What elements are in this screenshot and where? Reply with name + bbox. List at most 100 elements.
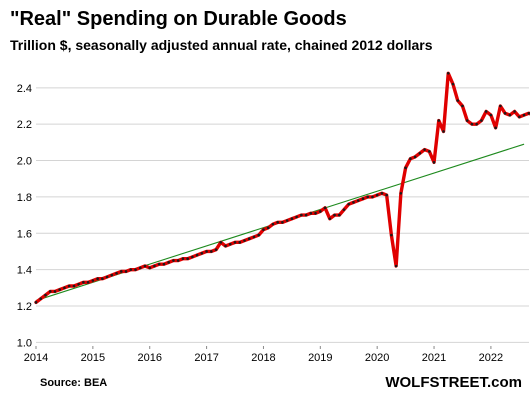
data-point: [148, 266, 152, 270]
x-tick-label: 2021: [422, 352, 446, 364]
data-point: [138, 266, 142, 270]
x-tick-label: 2018: [251, 352, 275, 364]
chart-title: "Real" Spending on Durable Goods: [10, 8, 347, 30]
y-tick-label: 1.4: [17, 265, 32, 277]
data-point: [210, 250, 213, 253]
data-point: [105, 275, 109, 279]
data-point: [347, 202, 351, 206]
data-point: [394, 264, 398, 268]
y-tick-label: 2.4: [17, 83, 32, 95]
data-point: [77, 282, 80, 286]
data-point: [96, 277, 99, 281]
data-point: [428, 150, 431, 153]
y-tick-label: 1.6: [17, 228, 32, 240]
data-point: [399, 191, 403, 195]
data-point: [172, 259, 175, 262]
data-point: [432, 161, 436, 164]
data-point: [153, 264, 156, 268]
data-point: [285, 219, 289, 222]
y-tick-label: 1.2: [17, 301, 32, 313]
data-point: [143, 264, 147, 268]
data-point: [271, 222, 275, 226]
data-point: [238, 241, 242, 244]
data-point: [385, 193, 388, 197]
data-point: [465, 119, 469, 122]
data-point: [361, 197, 365, 201]
data-point: [522, 113, 526, 117]
data-point: [262, 228, 265, 231]
data-point: [314, 211, 317, 215]
data-point: [513, 110, 516, 113]
data-point: [233, 241, 237, 244]
data-point: [337, 213, 341, 217]
data-point: [295, 215, 298, 219]
data-point: [418, 151, 422, 155]
data-point: [323, 206, 327, 210]
data-point: [44, 293, 47, 297]
data-point: [119, 270, 123, 273]
data-point: [224, 244, 227, 248]
data-point: [461, 104, 464, 108]
data-point: [404, 166, 407, 170]
data-point: [34, 301, 38, 304]
data-point: [82, 281, 85, 284]
x-tick-label: 2015: [81, 352, 105, 364]
data-point: [518, 115, 521, 119]
y-tick-label: 2.2: [17, 119, 32, 131]
y-tick-label: 1.0: [17, 337, 32, 349]
data-point: [309, 211, 313, 215]
data-point: [48, 290, 52, 293]
data-point: [413, 155, 417, 159]
data-point: [181, 257, 185, 261]
data-point: [39, 297, 43, 301]
data-point: [252, 235, 256, 239]
data-point: [342, 208, 346, 211]
data-point: [304, 213, 308, 217]
data-point: [375, 193, 379, 197]
x-tick-label: 2014: [24, 352, 48, 364]
data-point: [475, 122, 478, 126]
data-point: [67, 284, 71, 288]
data-point: [446, 71, 450, 75]
data-point: [300, 213, 303, 217]
data-point: [266, 226, 270, 230]
data-point: [195, 253, 199, 257]
x-tick-label: 2017: [194, 352, 218, 364]
x-tick-label: 2016: [137, 352, 161, 364]
data-point: [247, 237, 251, 241]
data-point: [157, 262, 161, 266]
y-tick-label: 2.0: [17, 156, 32, 168]
data-point: [499, 104, 502, 108]
data-point: [124, 270, 128, 273]
source-label: Source: BEA: [40, 377, 108, 389]
data-point: [191, 255, 194, 259]
data-point: [437, 119, 441, 122]
data-point: [91, 279, 95, 282]
data-point: [257, 233, 261, 237]
data-point: [508, 113, 512, 117]
data-point: [101, 277, 104, 281]
data-point: [352, 201, 355, 204]
data-point: [72, 284, 76, 288]
data-point: [371, 195, 374, 199]
data-point: [176, 259, 180, 262]
x-tick-label: 2019: [308, 352, 332, 364]
data-point: [186, 257, 189, 261]
data-point: [423, 148, 426, 151]
chart-subtitle: Trillion $, seasonally adjusted annual r…: [10, 37, 433, 53]
data-point: [63, 286, 66, 290]
data-point: [134, 268, 137, 271]
data-point: [319, 210, 322, 213]
data-point: [58, 288, 61, 291]
data-point: [390, 233, 393, 237]
data-point: [290, 217, 294, 221]
x-tick-label: 2022: [479, 352, 503, 364]
data-point: [380, 191, 384, 195]
data-point: [480, 119, 483, 122]
data-point: [276, 221, 279, 224]
data-point: [470, 122, 474, 126]
x-tick-label: 2020: [365, 352, 389, 364]
y-tick-label: 1.8: [17, 192, 32, 204]
data-point: [456, 99, 460, 102]
